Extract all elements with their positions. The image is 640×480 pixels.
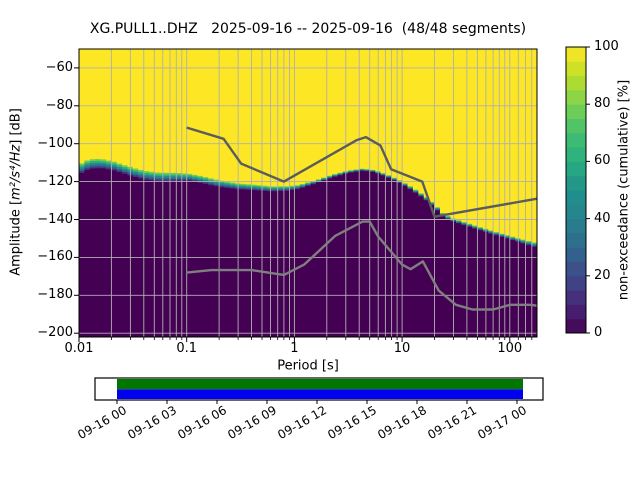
colorbar-gradient-step — [566, 118, 586, 134]
colorbar-gradient-step — [566, 147, 586, 162]
x-tick-label: 100 — [497, 341, 523, 356]
y-tick-label: −100 — [37, 135, 73, 151]
colorbar-gradient-step — [566, 61, 586, 77]
x-tick-label: 1 — [290, 341, 299, 356]
colorbar-gradient-step — [566, 247, 586, 262]
y-tick-label: −120 — [37, 173, 73, 189]
timeline-data-bar — [117, 389, 523, 399]
colorbar-border — [565, 46, 587, 334]
x-tick-label: 0.01 — [64, 341, 94, 356]
y-tick-label: −200 — [37, 325, 73, 341]
colorbar-tick-label: 40 — [594, 210, 611, 226]
x-tick-label: 0.1 — [176, 341, 198, 356]
y-tick-label: −160 — [37, 249, 73, 265]
chart-title: XG.PULL1..DHZ 2025-09-16 -- 2025-09-16 (… — [89, 21, 527, 37]
colorbar-tick-label: 20 — [594, 267, 611, 283]
nhnm-noise-model-line — [186, 126, 538, 218]
y-tick-label: −180 — [37, 287, 73, 303]
colorbar-gradient-step — [566, 161, 586, 177]
colorbar-tick-label: 80 — [594, 96, 611, 112]
y-tick-label: −60 — [45, 59, 73, 75]
colorbar-gradient-step — [566, 204, 586, 220]
colorbar-tick-label: 100 — [594, 39, 619, 54]
colorbar-tick-label: 0 — [594, 325, 603, 340]
colorbar-gradient-step — [566, 290, 586, 305]
colorbar-gradient-step — [566, 132, 586, 148]
colorbar-gradient-step — [566, 261, 586, 277]
colorbar-gradient-step — [566, 89, 586, 105]
nlnm-noise-model-line — [186, 220, 538, 311]
colorbar-gradient-step — [566, 218, 586, 234]
colorbar-gradient-step — [566, 47, 586, 62]
colorbar-gradient-step — [566, 232, 586, 248]
y-tick-label: −80 — [45, 97, 73, 113]
y-tick-label: −140 — [37, 211, 73, 227]
colorbar-tick-label: 60 — [594, 153, 611, 169]
colorbar-gradient-step — [566, 318, 586, 334]
timeline-box-border — [94, 377, 544, 401]
x-axis-label: Period [s] — [277, 358, 339, 374]
plot-border — [78, 48, 538, 338]
colorbar-gradient-step — [566, 104, 586, 119]
x-tick-label: 10 — [393, 341, 411, 356]
colorbar-gradient-step — [566, 190, 586, 205]
colorbar-gradient-step — [566, 175, 586, 191]
colorbar-gradient-step — [566, 275, 586, 291]
colorbar-gradient-step — [566, 304, 586, 320]
colorbar-gradient-step — [566, 75, 586, 91]
timeline-processed-bar — [117, 379, 523, 390]
heatmap-region-0pct — [79, 168, 537, 337]
